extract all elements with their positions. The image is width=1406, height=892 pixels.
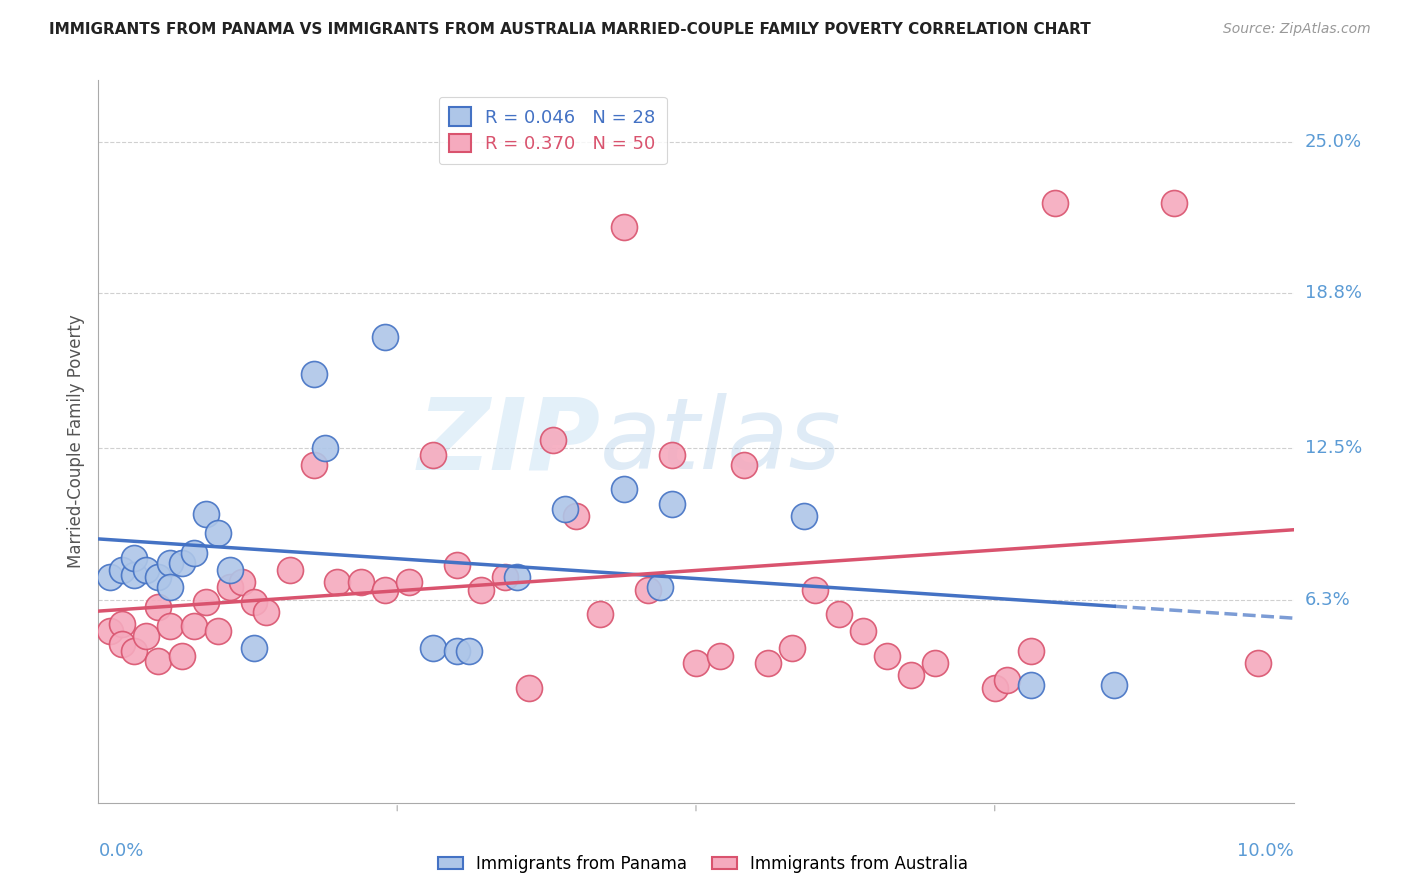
Point [124,644,146,658]
Point [159,580,181,594]
Point [661,448,683,462]
Point [207,624,229,639]
Point [135,629,157,643]
Point [613,483,636,497]
Point [446,558,468,573]
Point [172,556,194,570]
Point [589,607,612,622]
Point [470,582,492,597]
Text: 0.0%: 0.0% [98,842,143,860]
Point [1247,656,1270,670]
Point [111,563,134,577]
Point [124,568,146,582]
Point [374,582,396,597]
Point [374,330,396,344]
Point [315,441,337,455]
Point [254,605,277,619]
Point [219,580,242,594]
Point [159,619,181,633]
Point [422,448,444,462]
Point [1019,644,1042,658]
Point [219,563,242,577]
Point [852,624,875,639]
Text: 10.0%: 10.0% [1237,842,1294,860]
Text: 12.5%: 12.5% [1305,439,1362,457]
Point [637,582,659,597]
Point [350,575,373,590]
Point [207,526,229,541]
Point [494,570,516,584]
Point [804,582,827,597]
Point [148,654,170,668]
Point [613,220,636,235]
Point [924,656,946,670]
Point [172,648,194,663]
Point [231,575,253,590]
Point [243,595,266,609]
Text: ZIP: ZIP [418,393,600,490]
Point [135,563,157,577]
Point [446,644,468,658]
Text: Source: ZipAtlas.com: Source: ZipAtlas.com [1223,22,1371,37]
Point [1104,678,1126,692]
Point [458,644,481,658]
Point [541,434,564,448]
Point [900,668,922,682]
Point [302,458,325,472]
Point [506,570,529,584]
Point [124,550,146,565]
Point [1043,195,1066,210]
Point [995,673,1018,688]
Point [183,546,205,560]
Point [756,656,779,670]
Point [159,556,181,570]
Point [326,575,349,590]
Point [517,681,540,695]
Point [98,570,122,584]
Point [148,599,170,614]
Point [195,507,218,521]
Point [148,570,170,584]
Point [709,648,731,663]
Legend: Immigrants from Panama, Immigrants from Australia: Immigrants from Panama, Immigrants from … [432,848,974,880]
Point [661,497,683,511]
Point [278,563,301,577]
Point [780,641,803,656]
Point [876,648,898,663]
Text: 6.3%: 6.3% [1305,591,1350,608]
Point [98,624,122,639]
Point [793,509,815,524]
Point [183,619,205,633]
Point [1019,678,1042,692]
Point [984,681,1007,695]
Y-axis label: Married-Couple Family Poverty: Married-Couple Family Poverty [66,315,84,568]
Text: 25.0%: 25.0% [1305,133,1362,151]
Point [243,641,266,656]
Point [111,617,134,632]
Point [195,595,218,609]
Point [650,580,672,594]
Point [111,637,134,651]
Point [565,509,588,524]
Point [685,656,707,670]
Point [1163,195,1185,210]
Point [422,641,444,656]
Point [554,502,576,516]
Legend: R = 0.046   N = 28, R = 0.370   N = 50: R = 0.046 N = 28, R = 0.370 N = 50 [439,96,666,164]
Text: atlas: atlas [600,393,842,490]
Text: 18.8%: 18.8% [1305,285,1361,302]
Point [828,607,851,622]
Point [302,367,325,381]
Point [733,458,755,472]
Text: IMMIGRANTS FROM PANAMA VS IMMIGRANTS FROM AUSTRALIA MARRIED-COUPLE FAMILY POVERT: IMMIGRANTS FROM PANAMA VS IMMIGRANTS FRO… [49,22,1091,37]
Point [398,575,420,590]
